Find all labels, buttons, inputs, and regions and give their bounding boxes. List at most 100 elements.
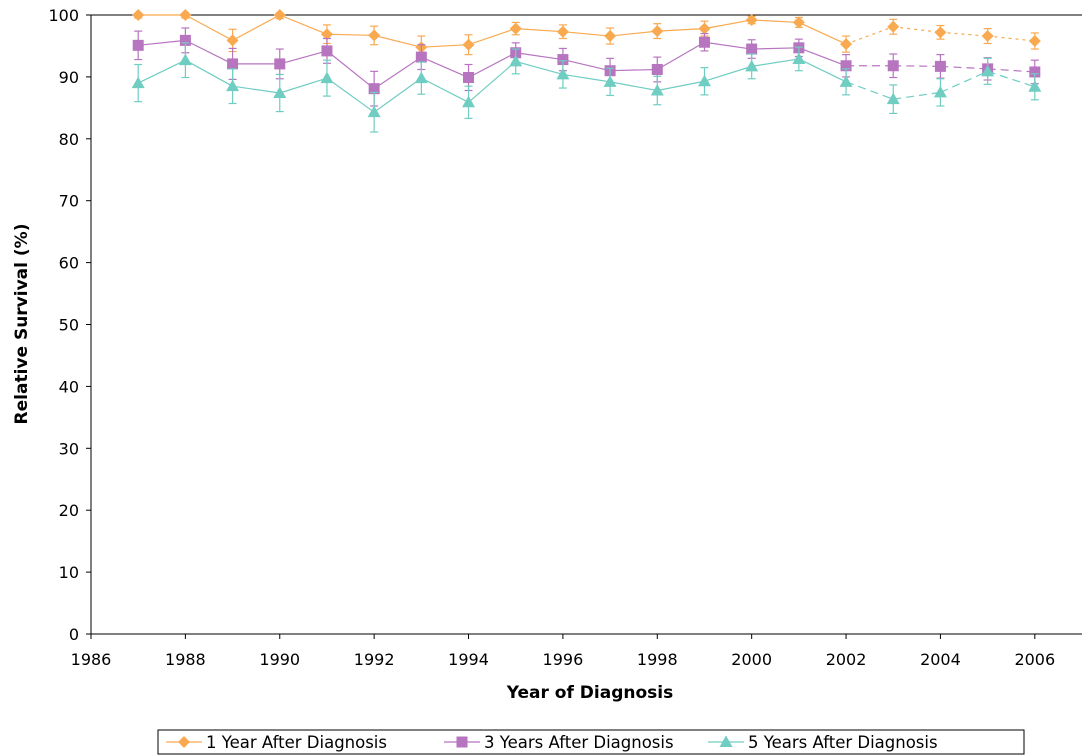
x-tick-label: 1994 (448, 650, 489, 669)
data-point (651, 25, 664, 38)
data-point (604, 30, 617, 43)
data-point (226, 79, 240, 92)
series-line-segment (893, 91, 941, 100)
series-line-segment (326, 77, 375, 113)
x-tick-label: 1992 (354, 650, 395, 669)
data-point (178, 53, 192, 66)
data-point (1028, 34, 1041, 47)
data-point (227, 58, 239, 70)
series-line-segment (609, 81, 658, 92)
series-line-segment (515, 60, 564, 76)
series-2 (132, 27, 1041, 107)
x-tick-label: 1988 (165, 650, 206, 669)
data-point (414, 71, 428, 84)
series-line-segment (798, 58, 847, 83)
y-tick-label: 50 (59, 316, 79, 335)
data-point (603, 75, 617, 87)
y-tick-label: 10 (59, 563, 79, 582)
series-line-segment (515, 28, 563, 33)
series-line-segment (704, 65, 752, 82)
legend: 1 Year After Diagnosis 3 Years After Diag… (157, 729, 1025, 755)
y-tick-label: 60 (59, 254, 79, 273)
series-line-segment (562, 58, 611, 72)
data-point (132, 39, 144, 51)
series-3 (131, 42, 1042, 133)
series-line-segment (751, 58, 799, 67)
series-line-segment (987, 70, 1035, 88)
series-line-segment (185, 59, 233, 87)
series-line-segment (562, 31, 611, 37)
y-axis-title: Relative Survival (%) (12, 224, 32, 425)
x-tick-label: 2004 (920, 650, 961, 669)
series-line-segment (421, 44, 469, 48)
legend-label: 1 Year After Diagnosis (206, 733, 387, 752)
legend-box (157, 729, 1025, 755)
series-line-segment (940, 70, 988, 93)
series-line-segment (987, 35, 1035, 42)
series-line-segment (657, 28, 705, 32)
series-line-segment (704, 41, 752, 50)
data-point (462, 38, 475, 51)
data-point (792, 16, 805, 29)
series-line-segment (232, 85, 280, 94)
series-line-segment (232, 14, 281, 41)
data-point (792, 52, 806, 64)
data-point (132, 9, 145, 21)
y-tick-label: 30 (59, 439, 79, 458)
series-line-segment (468, 60, 517, 103)
data-point (179, 34, 191, 46)
series-line-segment (373, 34, 422, 48)
data-point (840, 60, 852, 72)
x-tick-label: 2006 (1014, 650, 1055, 669)
series-line-segment (656, 41, 705, 70)
x-tick-label: 2002 (826, 650, 867, 669)
data-point (934, 60, 946, 72)
series-line-segment (137, 59, 186, 84)
data-point (321, 45, 333, 57)
series-line-segment (468, 28, 516, 46)
plot-area (131, 9, 1042, 133)
series-line-segment (657, 80, 705, 92)
series-line-segment (373, 77, 422, 113)
y-tick-label: 90 (59, 68, 79, 87)
series-line-segment (468, 52, 516, 79)
data-point (981, 64, 995, 77)
series-line-segment (279, 14, 328, 35)
series-line-segment (326, 33, 375, 37)
x-tick-label: 1990 (259, 650, 300, 669)
series-line-segment (704, 19, 752, 30)
series-line-segment (279, 77, 328, 94)
series-line-segment (515, 52, 563, 61)
data-point (934, 26, 947, 39)
series-line-segment (845, 26, 894, 45)
data-point (887, 60, 899, 72)
x-tick-label: 1986 (71, 650, 112, 669)
series-line-segment (751, 47, 799, 50)
data-point (698, 22, 711, 35)
x-axis-title: Year of Diagnosis (506, 683, 673, 703)
y-tick-label: 40 (59, 377, 79, 396)
data-point (745, 13, 758, 26)
data-point (462, 95, 476, 108)
series-line-segment (421, 77, 469, 103)
series-line-segment (845, 81, 894, 100)
y-tick-label: 0 (69, 625, 79, 644)
series-line-segment (610, 30, 658, 37)
series-line-segment (185, 39, 233, 65)
x-tick-label: 1996 (543, 650, 584, 669)
legend-label: 5 Years After Diagnosis (748, 733, 938, 752)
y-tick-label: 70 (59, 192, 79, 211)
data-point (840, 38, 853, 51)
data-point (886, 92, 900, 105)
series-line-segment (562, 73, 611, 83)
axes: 0 10 20 30 40 50 60 70 80 90 100 1986 1988 1990 1992 19… (48, 6, 1082, 669)
data-point (320, 28, 333, 41)
series-line-segment (421, 56, 469, 79)
data-point (933, 85, 947, 98)
data-point (887, 20, 900, 33)
data-point (698, 36, 710, 48)
data-point (557, 54, 569, 66)
y-tick-label: 20 (59, 501, 79, 520)
data-point (556, 25, 569, 38)
